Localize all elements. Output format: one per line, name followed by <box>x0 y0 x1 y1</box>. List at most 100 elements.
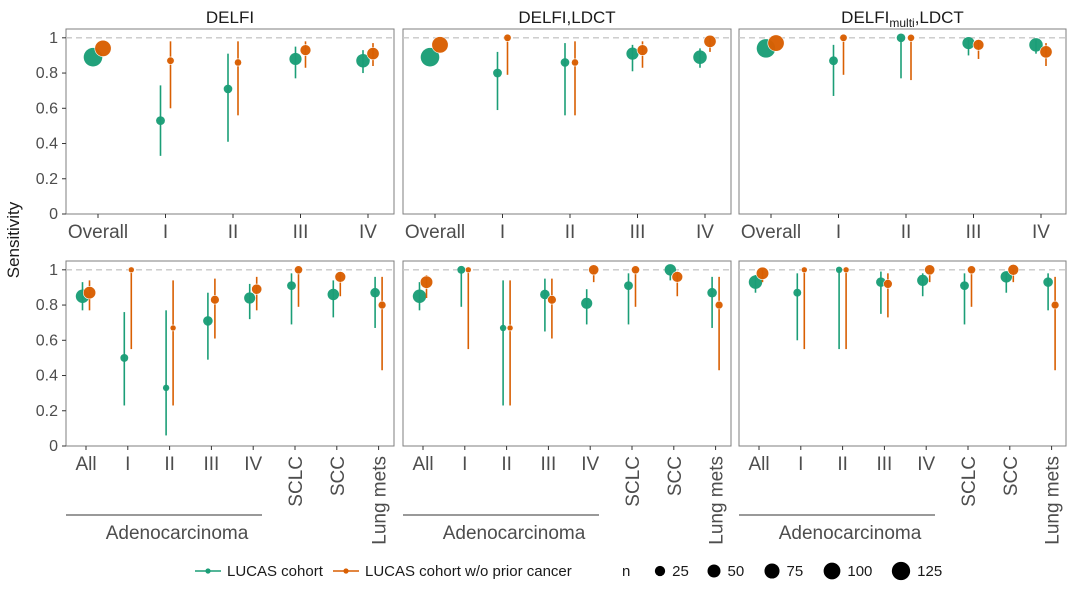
data-point <box>896 33 906 43</box>
data-point <box>540 289 550 300</box>
x-tick-label: IV <box>581 454 599 475</box>
size-legend-title: n <box>622 563 630 580</box>
x-tick-label: III <box>630 222 646 243</box>
x-tick-label: I <box>798 454 803 475</box>
data-point <box>1050 300 1060 310</box>
y-tick-label: 0.6 <box>36 100 58 117</box>
group-label: Adenocarcinoma <box>779 523 922 544</box>
x-tick-label: II <box>901 222 912 243</box>
x-tick-label: Overall <box>741 222 801 243</box>
x-tick-label: I <box>163 222 168 243</box>
data-point <box>960 281 969 291</box>
data-point <box>210 295 220 305</box>
x-tick-label: III <box>966 222 982 243</box>
size-legend-label: 75 <box>787 563 804 580</box>
data-point <box>234 58 242 67</box>
x-tick-label: Overall <box>68 222 128 243</box>
data-point <box>377 300 387 310</box>
data-point <box>714 300 724 310</box>
y-tick-label: 0.8 <box>36 297 58 314</box>
size-legend-key <box>764 563 780 579</box>
data-point <box>94 39 112 57</box>
data-point <box>703 34 717 48</box>
y-tick-label: 0.6 <box>36 332 58 349</box>
data-point <box>1043 277 1053 287</box>
x-tick-label: II <box>565 222 576 243</box>
y-tick-label: 0.4 <box>36 136 58 153</box>
x-tick-label: III <box>876 454 892 475</box>
data-point <box>493 68 502 78</box>
data-point <box>755 266 770 280</box>
data-point <box>499 324 507 332</box>
panel-border <box>402 28 732 215</box>
data-point <box>287 281 296 291</box>
panel-histology-2: All I II III IV SCLC SCC Lung metsAdenocarcinom… <box>402 260 732 545</box>
data-point <box>917 274 929 286</box>
data-point <box>924 264 936 276</box>
y-tick-label: 0 <box>49 438 58 455</box>
x-tick-label: IV <box>1032 222 1050 243</box>
data-point <box>1000 271 1013 283</box>
legend-label: LUCAS cohort <box>227 563 324 580</box>
data-point <box>962 36 975 50</box>
x-tick-label: All <box>748 454 769 475</box>
data-point <box>412 289 427 303</box>
x-tick-label: II <box>228 222 239 243</box>
data-point <box>571 58 579 67</box>
data-point <box>1007 264 1020 276</box>
data-point <box>1039 45 1053 59</box>
data-point <box>636 44 649 56</box>
data-point <box>1029 38 1043 52</box>
x-tick-label: Overall <box>405 222 465 243</box>
y-tick-label: 1 <box>49 30 58 47</box>
data-point <box>156 116 165 126</box>
x-tick-label: Lung mets <box>370 456 391 545</box>
size-legend-key <box>891 561 911 581</box>
data-point <box>581 297 593 309</box>
data-point <box>631 265 640 275</box>
data-point <box>431 36 449 54</box>
x-tick-label: IV <box>917 454 935 475</box>
data-point <box>793 288 802 297</box>
panel-border <box>65 28 395 215</box>
data-point <box>835 266 843 274</box>
x-tick-label: SCLC <box>286 456 307 507</box>
data-point <box>223 84 233 94</box>
data-point <box>366 47 380 61</box>
x-tick-label: I <box>462 454 467 475</box>
size-legend-key <box>707 564 721 578</box>
x-tick-label: I <box>500 222 505 243</box>
size-legend-key <box>654 565 666 577</box>
y-tick-label: 1 <box>49 262 58 279</box>
y-tick-label: 0.2 <box>36 171 58 188</box>
legend-key-point <box>343 568 349 574</box>
x-tick-label: SCC <box>328 456 349 496</box>
x-tick-label: II <box>837 454 848 475</box>
x-tick-label: II <box>501 454 512 475</box>
size-legend-label: 100 <box>847 563 872 580</box>
data-point <box>800 266 808 274</box>
data-point <box>624 281 633 291</box>
x-tick-label: III <box>203 454 219 475</box>
x-tick-label: IV <box>359 222 377 243</box>
data-point <box>419 275 434 289</box>
panel-border <box>402 260 732 447</box>
data-point <box>883 279 893 289</box>
data-point <box>370 287 380 298</box>
group-label: Adenocarcinoma <box>106 523 249 544</box>
y-tick-label: 0.2 <box>36 403 58 420</box>
x-tick-label: SCC <box>1001 456 1022 496</box>
data-point <box>327 288 340 301</box>
y-tick-label: 0.4 <box>36 368 58 385</box>
data-point <box>560 58 570 67</box>
legend-key-point <box>205 568 211 574</box>
data-point <box>251 283 263 295</box>
data-point <box>162 384 170 392</box>
size-legend-label: 25 <box>672 563 689 580</box>
data-point <box>693 50 707 64</box>
